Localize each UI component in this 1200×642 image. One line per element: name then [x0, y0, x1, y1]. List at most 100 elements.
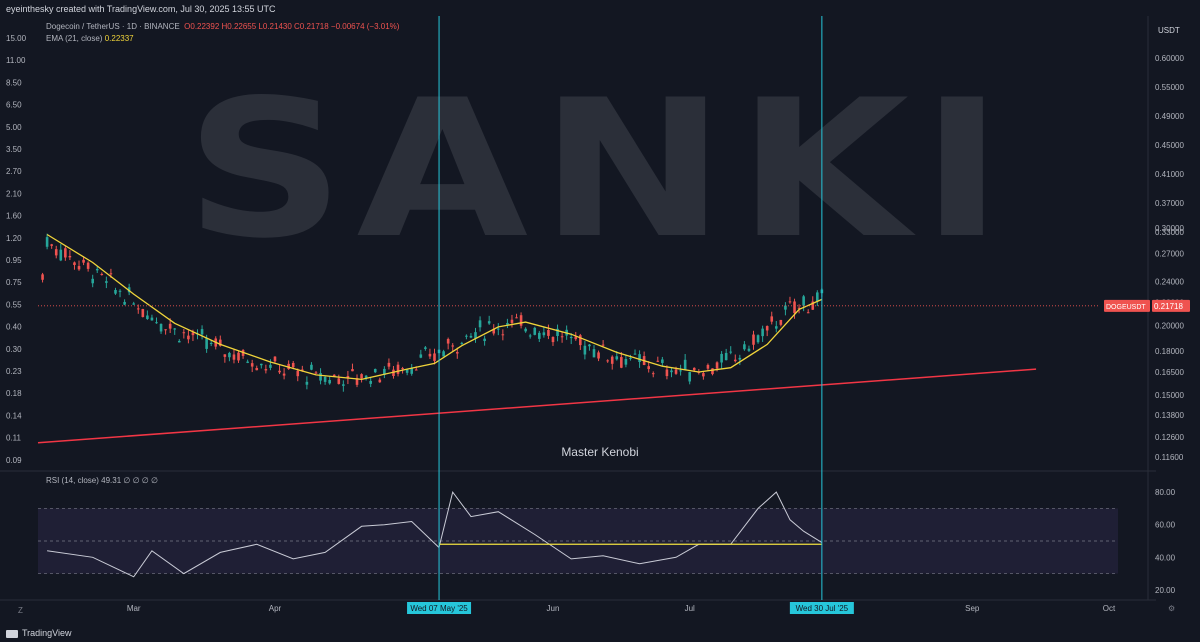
candle-body [551, 337, 555, 343]
candle-body [260, 363, 263, 366]
ema-legend[interactable]: EMA (21, close) 0.22337 [46, 34, 134, 43]
candle-body [670, 370, 673, 373]
ema-label: EMA (21, close) [46, 34, 103, 43]
tradingview-logo-icon [6, 629, 18, 638]
candle-body [337, 378, 341, 384]
candle-body [146, 315, 149, 319]
candle-body [779, 319, 783, 325]
footer-brand[interactable]: TradingView [6, 628, 72, 638]
candle-body [346, 375, 350, 378]
candle-body [610, 356, 614, 364]
candle-body [638, 354, 641, 363]
time-tick-label: Mar [127, 604, 141, 613]
candle-body [159, 323, 163, 332]
price-tick-label: 0.18000 [1155, 347, 1184, 356]
candle-body [82, 259, 85, 263]
left-axis-tick-label: 0.09 [6, 456, 22, 465]
candle-body [369, 380, 372, 384]
candle-body [54, 249, 58, 256]
candle-body [387, 362, 391, 367]
candle-body [364, 375, 368, 379]
candle-body [706, 364, 710, 369]
candle-body [592, 349, 596, 358]
candle-body [588, 344, 591, 347]
candle-body [77, 266, 81, 270]
time-tick-label: Jul [685, 604, 695, 613]
candle-body [414, 369, 418, 371]
candle-body [136, 308, 140, 310]
price-tick-label: 0.33000 [1155, 228, 1184, 237]
candles-group [41, 233, 824, 392]
candle-body [127, 287, 131, 293]
candle-body [396, 364, 400, 374]
candle-body [615, 356, 619, 360]
settings-gear-icon[interactable]: ⚙ [1168, 604, 1176, 613]
watermark-text: SANKI [185, 59, 1015, 280]
candle-body [45, 237, 49, 247]
timezone-button[interactable]: Z [18, 606, 23, 615]
candle-body [355, 378, 359, 385]
candle-body [250, 363, 254, 367]
footer-brand-text: TradingView [22, 628, 72, 638]
candle-body [793, 301, 796, 314]
rsi-tick-label: 20.00 [1155, 586, 1176, 595]
price-tick-label: 0.55000 [1155, 83, 1184, 92]
left-axis-tick-label: 0.14 [6, 411, 22, 420]
candle-body [583, 345, 587, 355]
candle-body [205, 338, 208, 349]
candle-body [273, 356, 277, 362]
rsi-legend[interactable]: RSI (14, close) 49.31 ∅ ∅ ∅ ∅ [46, 476, 158, 485]
candle-body [501, 334, 505, 336]
candle-body [569, 336, 573, 339]
candle-body [761, 328, 764, 337]
candle-body [59, 249, 63, 261]
candle-body [383, 368, 386, 375]
rsi-value: 49.31 ∅ ∅ ∅ ∅ [101, 476, 158, 485]
candle-body [132, 303, 136, 305]
trendline [37, 368, 1037, 444]
candle-body [647, 366, 650, 370]
candle-body [291, 362, 295, 368]
left-axis-tick-label: 11.00 [6, 56, 26, 65]
rsi-tick-label: 40.00 [1155, 553, 1176, 562]
candle-body [515, 317, 518, 319]
left-axis-tick-label: 0.40 [6, 323, 22, 332]
candle-body [784, 305, 787, 310]
symbol-name[interactable]: Dogecoin / TetherUS · 1D · BINANCE [46, 22, 180, 31]
candle-body [743, 344, 746, 350]
candle-body [86, 262, 90, 269]
price-tick-label: 0.16500 [1155, 368, 1184, 377]
candle-body [692, 367, 696, 371]
candle-body [64, 248, 67, 258]
candle-body [542, 332, 546, 336]
candle-body [806, 312, 810, 314]
candle-body [323, 376, 327, 382]
last-price-label: 0.21718 [1154, 302, 1183, 311]
candle-body [487, 321, 491, 324]
candle-body [278, 370, 281, 373]
candle-body [492, 328, 496, 334]
last-price-tag-bg [1152, 299, 1190, 312]
candle-body [688, 372, 692, 382]
candle-body [419, 354, 423, 358]
left-axis-tick-label: 0.55 [6, 300, 22, 309]
left-axis-tick-label: 15.00 [6, 34, 27, 43]
candle-body [451, 345, 455, 347]
candle-body [446, 339, 450, 344]
candle-body [282, 373, 286, 376]
date-marker-label: Wed 30 Jul '25 [796, 604, 849, 613]
candle-body [765, 326, 769, 331]
left-axis-tick-label: 3.50 [6, 145, 22, 154]
candle-body [528, 335, 532, 337]
candle-body [720, 353, 723, 363]
candle-body [483, 338, 486, 342]
candle-body [774, 326, 778, 329]
candle-body [738, 357, 742, 360]
candle-body [428, 353, 432, 357]
left-axis-tick-label: 1.60 [6, 212, 22, 221]
candle-body [177, 340, 181, 343]
candle-body [141, 309, 145, 317]
candle-body [606, 360, 609, 362]
candle-body [287, 363, 290, 370]
